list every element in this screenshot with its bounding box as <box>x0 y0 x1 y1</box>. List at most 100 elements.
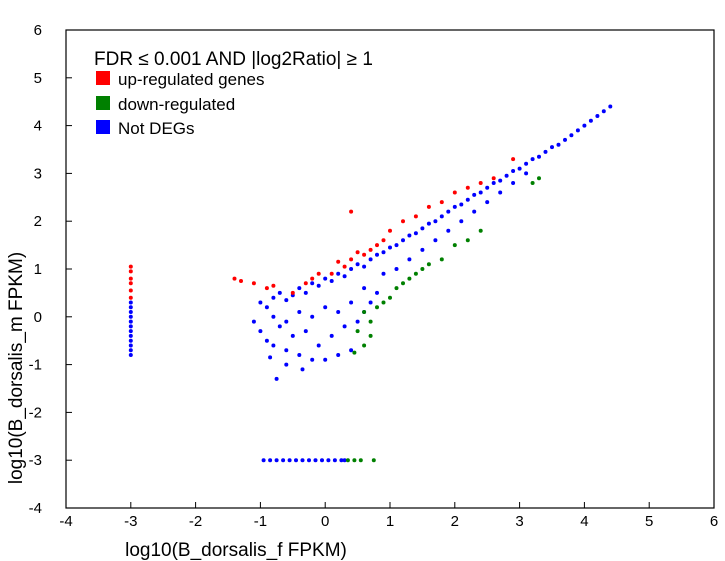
x-tick-label: -4 <box>59 513 72 530</box>
data-point <box>426 262 431 267</box>
x-tick-label: 6 <box>710 513 718 530</box>
data-point <box>128 305 133 310</box>
data-point <box>300 367 305 372</box>
data-point <box>608 104 613 109</box>
data-point <box>401 219 405 224</box>
data-point <box>336 259 341 264</box>
data-point <box>498 190 503 195</box>
data-point <box>352 350 357 355</box>
data-point <box>394 267 399 271</box>
x-tick-label: -1 <box>254 513 267 530</box>
data-point <box>274 376 279 381</box>
data-point <box>342 458 347 463</box>
data-point <box>326 458 331 463</box>
data-point <box>310 276 315 281</box>
data-point <box>465 197 470 202</box>
x-tick-label: 5 <box>645 513 653 530</box>
data-point <box>517 166 522 171</box>
x-tick-label: 4 <box>580 513 588 530</box>
data-point <box>345 458 350 463</box>
data-point <box>239 279 243 283</box>
data-point <box>394 286 399 291</box>
legend-title: FDR ≤ 0.001 AND |log2Ratio| ≥ 1 <box>94 49 373 70</box>
data-point <box>601 109 606 114</box>
x-tick-label: 3 <box>515 513 523 530</box>
data-point <box>537 176 541 181</box>
data-point <box>128 348 133 353</box>
x-tick-label: 2 <box>451 513 459 530</box>
data-point <box>128 319 133 324</box>
data-point <box>264 286 269 291</box>
data-point <box>355 250 360 255</box>
data-point <box>368 257 373 262</box>
data-point <box>388 295 392 300</box>
data-point <box>342 264 347 269</box>
data-point <box>307 458 311 463</box>
data-point <box>362 343 367 348</box>
data-point <box>401 281 405 286</box>
data-point <box>323 276 328 281</box>
data-point <box>128 324 133 329</box>
data-point <box>446 228 451 233</box>
legend-label-notdeg: Not DEGs <box>118 119 195 138</box>
data-point <box>413 271 418 276</box>
x-tick-label: 0 <box>321 513 329 530</box>
data-point <box>128 269 133 274</box>
data-point <box>271 283 276 288</box>
data-point <box>128 353 133 357</box>
data-point <box>563 137 567 142</box>
data-point <box>128 281 133 286</box>
y-axis-ticks: -4 -3 -2 -1 0 1 2 3 4 5 6 <box>29 22 72 517</box>
data-point <box>128 329 133 334</box>
data-point <box>287 458 292 463</box>
data-point <box>297 310 302 314</box>
data-point <box>339 458 344 463</box>
x-axis-title: log10(B_dorsalis_f FPKM) <box>125 540 347 561</box>
data-point <box>349 348 354 353</box>
data-point <box>342 324 347 329</box>
data-point <box>294 458 298 463</box>
data-point <box>368 247 373 252</box>
data-point <box>491 176 496 181</box>
data-point <box>284 348 289 353</box>
data-point <box>232 276 237 281</box>
legend-swatch-up <box>96 71 110 85</box>
data-point <box>452 204 457 209</box>
y-tick-label: -1 <box>29 357 42 374</box>
y-tick-label: 3 <box>34 165 42 182</box>
data-point <box>504 173 509 178</box>
legend: FDR ≤ 0.001 AND |log2Ratio| ≥ 1 up-regul… <box>94 49 373 138</box>
data-point <box>300 458 305 463</box>
data-point <box>277 290 282 295</box>
data-point <box>524 161 529 166</box>
data-point <box>407 276 412 281</box>
data-point <box>310 357 315 362</box>
data-point <box>349 300 354 305</box>
data-point <box>316 271 321 276</box>
data-point <box>375 290 379 295</box>
data-point <box>595 114 600 118</box>
data-point <box>439 200 444 205</box>
data-point <box>128 276 133 281</box>
data-point <box>355 329 360 334</box>
data-point <box>478 181 483 185</box>
legend-label-up: up-regulated genes <box>118 70 265 89</box>
y-tick-label: -2 <box>29 404 42 421</box>
data-point <box>420 267 425 271</box>
data-point <box>310 314 315 319</box>
data-point <box>271 343 276 348</box>
data-point <box>537 154 541 159</box>
x-tick-label: 1 <box>386 513 394 530</box>
data-point <box>271 314 276 319</box>
data-point <box>271 295 276 300</box>
data-point <box>388 228 392 233</box>
data-point <box>511 157 516 162</box>
data-point <box>371 458 376 463</box>
data-point <box>459 202 464 207</box>
x-axis-ticks: -4 -3 -2 -1 0 1 2 3 4 5 6 <box>59 502 718 530</box>
data-point <box>332 458 337 463</box>
data-point <box>268 458 273 463</box>
y-axis-title: log10(B_dorsalis_m FPKM) <box>6 252 27 484</box>
data-point <box>375 243 379 248</box>
